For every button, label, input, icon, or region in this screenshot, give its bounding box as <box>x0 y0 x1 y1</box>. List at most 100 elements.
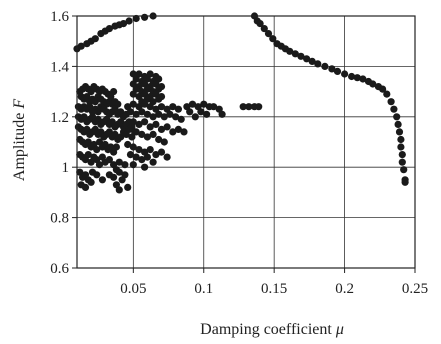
data-point <box>115 158 123 166</box>
data-point <box>398 151 406 159</box>
data-point <box>93 146 101 154</box>
data-point <box>155 95 163 103</box>
x-tick-label: 0.2 <box>335 281 354 297</box>
data-point <box>239 103 247 111</box>
data-point <box>129 118 137 126</box>
data-point <box>93 171 101 179</box>
data-point <box>91 35 99 43</box>
data-point <box>115 186 123 194</box>
data-point <box>129 100 137 108</box>
data-point <box>341 70 349 78</box>
data-point <box>177 115 185 123</box>
data-point <box>149 158 157 166</box>
data-point <box>308 57 316 65</box>
data-point <box>379 85 387 93</box>
y-axis-symbol: F <box>11 99 28 110</box>
y-tick-label: 1.2 <box>50 110 69 126</box>
data-point <box>387 98 395 106</box>
data-point <box>400 166 408 174</box>
y-tick-label: 1.4 <box>50 59 69 75</box>
data-point <box>160 138 168 146</box>
data-point <box>255 103 263 111</box>
data-point <box>210 103 218 111</box>
data-point <box>135 146 143 154</box>
data-point <box>141 13 149 21</box>
data-point <box>286 47 294 55</box>
data-point <box>141 163 149 171</box>
data-point <box>129 161 137 169</box>
data-point <box>369 80 377 88</box>
data-point <box>152 151 160 159</box>
data-point <box>269 35 277 43</box>
data-point <box>328 65 336 73</box>
data-point <box>203 110 211 118</box>
data-point <box>180 128 188 136</box>
data-point <box>390 105 398 113</box>
data-point <box>359 75 367 83</box>
axis-ticks <box>72 15 416 273</box>
data-point <box>149 130 157 138</box>
y-tick-labels: 0.6 0.8 1 1.2 1.4 1.6 <box>50 9 69 277</box>
data-point <box>291 50 299 58</box>
data-point <box>146 123 154 131</box>
data-point <box>393 113 401 121</box>
data-point <box>401 178 409 186</box>
data-point <box>166 110 174 118</box>
y-tick-label: 0.6 <box>50 261 69 277</box>
data-point <box>157 103 166 111</box>
data-point <box>191 113 199 121</box>
data-point <box>398 158 406 166</box>
x-tick-label: 0.05 <box>120 281 146 297</box>
data-point <box>105 156 113 164</box>
data-point <box>314 60 322 68</box>
data-point <box>132 14 140 23</box>
y-tick-label: 1 <box>62 160 70 176</box>
data-point <box>186 108 194 116</box>
data-point <box>87 178 95 186</box>
data-point <box>149 113 157 121</box>
data-point <box>132 110 140 118</box>
data-point <box>353 74 361 82</box>
data-point <box>146 103 154 111</box>
x-tick-label: 0.15 <box>261 281 287 297</box>
data-point <box>84 151 92 159</box>
data-point <box>132 128 140 136</box>
data-point <box>81 183 90 191</box>
data-point <box>397 143 405 151</box>
data-point <box>126 108 135 116</box>
data-point <box>264 29 273 38</box>
data-point <box>155 110 163 118</box>
data-point <box>143 153 151 161</box>
data-point <box>160 113 168 121</box>
data-point <box>138 156 146 164</box>
data-point <box>135 120 143 128</box>
data-point <box>118 176 126 184</box>
data-point <box>112 143 120 151</box>
data-point <box>126 151 135 159</box>
data-point <box>141 100 149 108</box>
data-point <box>395 128 404 136</box>
data-point <box>124 140 132 149</box>
data-point <box>188 100 197 108</box>
data-point <box>157 125 166 133</box>
data-point <box>121 161 129 169</box>
data-point <box>245 103 253 111</box>
data-point <box>303 55 311 63</box>
data-point <box>143 110 151 118</box>
x-tick-label: 0.25 <box>402 281 428 297</box>
data-point <box>125 125 133 133</box>
y-axis-label: Amplitude F <box>11 99 28 181</box>
data-point <box>132 153 140 161</box>
data-point <box>169 128 177 136</box>
data-point <box>138 108 146 116</box>
data-point <box>125 17 133 25</box>
data-point <box>98 176 106 184</box>
data-point <box>260 25 268 33</box>
data-point <box>152 120 160 128</box>
x-tick-label: 0.1 <box>194 281 213 297</box>
x-axis-label: Damping coefficient μ <box>200 321 344 338</box>
data-point <box>397 135 405 144</box>
x-tick-labels: 0.05 0.1 0.15 0.2 0.25 <box>120 281 428 297</box>
data-point <box>155 135 163 144</box>
data-points <box>73 12 409 194</box>
